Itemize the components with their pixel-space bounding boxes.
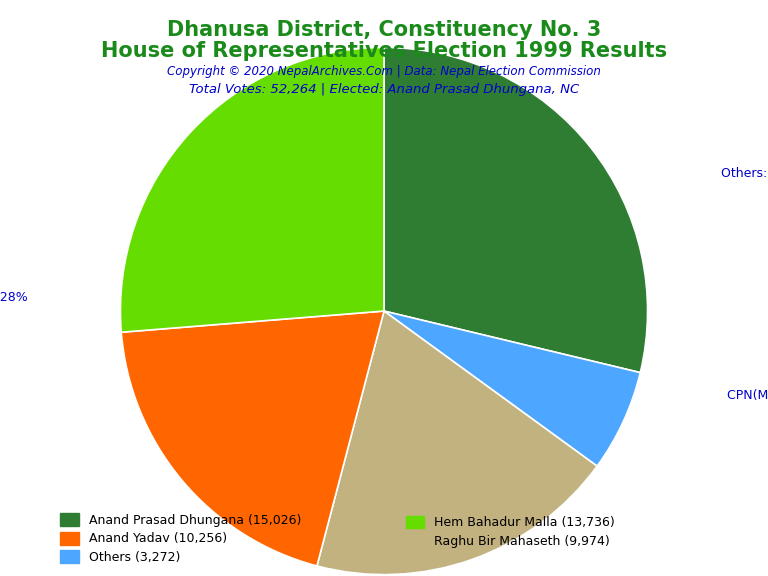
Text: Total Votes: 52,264 | Elected: Anand Prasad Dhungana, NC: Total Votes: 52,264 | Elected: Anand Pra… — [189, 83, 579, 96]
Text: Copyright © 2020 NepalArchives.Com | Data: Nepal Election Commission: Copyright © 2020 NepalArchives.Com | Dat… — [167, 65, 601, 78]
Text: Others: 6.26%: Others: 6.26% — [721, 168, 768, 180]
Wedge shape — [121, 47, 384, 332]
Wedge shape — [384, 311, 641, 466]
Legend: Anand Prasad Dhungana (15,026), Anand Yadav (10,256), Others (3,272): Anand Prasad Dhungana (15,026), Anand Ya… — [60, 513, 301, 564]
Legend: Hem Bahadur Malla (13,736), Raghu Bir Mahaseth (9,974): Hem Bahadur Malla (13,736), Raghu Bir Ma… — [406, 516, 615, 548]
Text: RJP (Chand): 26.28%: RJP (Chand): 26.28% — [0, 291, 28, 304]
Wedge shape — [121, 311, 384, 566]
Wedge shape — [384, 47, 647, 373]
Text: Dhanusa District, Constituency No. 3: Dhanusa District, Constituency No. 3 — [167, 20, 601, 40]
Text: House of Representatives Election 1999 Results: House of Representatives Election 1999 R… — [101, 41, 667, 62]
Text: CPN(ML): 19.08%: CPN(ML): 19.08% — [727, 389, 768, 402]
Wedge shape — [317, 311, 597, 575]
